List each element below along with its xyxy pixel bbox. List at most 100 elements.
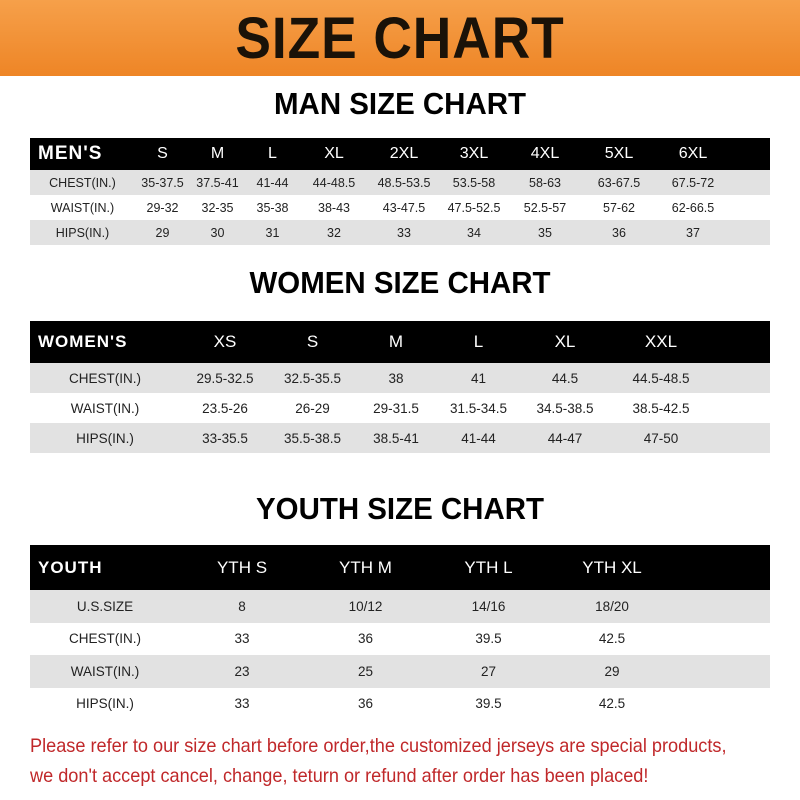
measurement-cell: 31.5-34.5 bbox=[437, 393, 520, 423]
measurement-cell: 37.5-41 bbox=[190, 170, 245, 195]
row-label: CHEST(IN.) bbox=[30, 170, 135, 195]
measurement-cell: 41-44 bbox=[437, 423, 520, 453]
measurement-cell bbox=[712, 393, 770, 423]
size-header-cell bbox=[730, 138, 770, 170]
measurement-cell bbox=[730, 220, 770, 245]
banner-title: SIZE CHART bbox=[235, 5, 565, 71]
measurement-cell: 36 bbox=[582, 220, 656, 245]
table-row: CHEST(IN.) 29.5-32.5 32.5-35.5 38 41 44.5 44.5… bbox=[30, 363, 770, 393]
row-label: HIPS(IN.) bbox=[30, 423, 180, 453]
size-header-cell: L bbox=[245, 138, 300, 170]
size-header-cell: 3XL bbox=[440, 138, 508, 170]
measurement-cell: 31 bbox=[245, 220, 300, 245]
measurement-cell: 37 bbox=[656, 220, 730, 245]
table-header-label: WOMEN'S bbox=[30, 321, 180, 363]
table-header-row: YOUTH YTH S YTH M YTH L YTH XL bbox=[30, 545, 770, 590]
measurement-cell: 8 bbox=[180, 590, 304, 623]
measurement-cell: 29 bbox=[135, 220, 190, 245]
measurement-cell: 38-43 bbox=[300, 195, 368, 220]
measurement-cell: 58-63 bbox=[508, 170, 582, 195]
measurement-cell: 33 bbox=[180, 622, 304, 655]
measurement-cell: 33-35.5 bbox=[180, 423, 270, 453]
size-header-cell: XS bbox=[180, 321, 270, 363]
measurement-cell: 32-35 bbox=[190, 195, 245, 220]
youth-section-title: YOUTH SIZE CHART bbox=[256, 491, 544, 526]
row-label: CHEST(IN.) bbox=[30, 622, 180, 655]
size-header-cell: M bbox=[190, 138, 245, 170]
youth-size-table: YOUTH YTH S YTH M YTH L YTH XL U.S.SIZE 8 10/12… bbox=[30, 545, 770, 720]
measurement-cell: 52.5-57 bbox=[508, 195, 582, 220]
measurement-cell: 39.5 bbox=[427, 622, 550, 655]
table-header-row: MEN'S S M L XL 2XL 3XL 4XL 5XL 6XL bbox=[30, 138, 770, 170]
size-header-cell: YTH M bbox=[304, 545, 427, 590]
table-row: WAIST(IN.) 23.5-26 26-29 29-31.5 31.5-34.5 34… bbox=[30, 393, 770, 423]
size-header-cell: 5XL bbox=[582, 138, 656, 170]
measurement-cell: 27 bbox=[427, 655, 550, 688]
table-header-label: MEN'S bbox=[30, 138, 135, 170]
measurement-cell bbox=[712, 423, 770, 453]
measurement-cell: 33 bbox=[368, 220, 440, 245]
measurement-cell: 32 bbox=[300, 220, 368, 245]
row-label: WAIST(IN.) bbox=[30, 393, 180, 423]
women-section-title: WOMEN SIZE CHART bbox=[249, 265, 551, 300]
measurement-cell: 23.5-26 bbox=[180, 393, 270, 423]
table-row: HIPS(IN.) 33 36 39.5 42.5 bbox=[30, 687, 770, 720]
size-header-cell: YTH XL bbox=[550, 545, 674, 590]
measurement-cell: 38 bbox=[355, 363, 437, 393]
measurement-cell bbox=[730, 170, 770, 195]
size-header-cell: S bbox=[270, 321, 355, 363]
measurement-cell: 35-38 bbox=[245, 195, 300, 220]
men-size-table: MEN'S S M L XL 2XL 3XL 4XL 5XL 6XL CHEST(IN.) 35-37… bbox=[30, 138, 770, 245]
table-row: WAIST(IN.) 23 25 27 29 bbox=[30, 655, 770, 688]
measurement-cell: 23 bbox=[180, 655, 304, 688]
measurement-cell: 44-47 bbox=[520, 423, 610, 453]
size-header-cell: 4XL bbox=[508, 138, 582, 170]
measurement-cell: 47-50 bbox=[610, 423, 712, 453]
measurement-cell: 35.5-38.5 bbox=[270, 423, 355, 453]
size-header-cell: YTH S bbox=[180, 545, 304, 590]
measurement-cell: 29-31.5 bbox=[355, 393, 437, 423]
measurement-cell: 36 bbox=[304, 622, 427, 655]
table-row: U.S.SIZE 8 10/12 14/16 18/20 bbox=[30, 590, 770, 623]
size-header-cell: XL bbox=[520, 321, 610, 363]
men-section-title: MAN SIZE CHART bbox=[274, 86, 526, 121]
measurement-cell: 41 bbox=[437, 363, 520, 393]
table-row: HIPS(IN.) 33-35.5 35.5-38.5 38.5-41 41-44 44-… bbox=[30, 423, 770, 453]
measurement-cell: 41-44 bbox=[245, 170, 300, 195]
measurement-cell: 44-48.5 bbox=[300, 170, 368, 195]
measurement-cell: 10/12 bbox=[304, 590, 427, 623]
measurement-cell bbox=[674, 622, 770, 655]
measurement-cell: 29.5-32.5 bbox=[180, 363, 270, 393]
measurement-cell: 63-67.5 bbox=[582, 170, 656, 195]
measurement-cell: 30 bbox=[190, 220, 245, 245]
row-label: WAIST(IN.) bbox=[30, 195, 135, 220]
women-size-table: WOMEN'S XS S M L XL XXL CHEST(IN.) 29.5-32.5 32.5… bbox=[30, 321, 770, 453]
row-label: HIPS(IN.) bbox=[30, 687, 180, 720]
measurement-cell: 36 bbox=[304, 687, 427, 720]
size-header-cell: XXL bbox=[610, 321, 712, 363]
measurement-cell: 42.5 bbox=[550, 687, 674, 720]
row-label: HIPS(IN.) bbox=[30, 220, 135, 245]
measurement-cell: 25 bbox=[304, 655, 427, 688]
measurement-cell: 47.5-52.5 bbox=[440, 195, 508, 220]
table-row: WAIST(IN.) 29-32 32-35 35-38 38-43 43-47.5 47.… bbox=[30, 195, 770, 220]
table-row: CHEST(IN.) 33 36 39.5 42.5 bbox=[30, 622, 770, 655]
size-header-cell: M bbox=[355, 321, 437, 363]
measurement-cell bbox=[712, 363, 770, 393]
measurement-cell bbox=[674, 687, 770, 720]
measurement-cell: 34.5-38.5 bbox=[520, 393, 610, 423]
measurement-cell: 32.5-35.5 bbox=[270, 363, 355, 393]
measurement-cell: 43-47.5 bbox=[368, 195, 440, 220]
measurement-cell: 38.5-41 bbox=[355, 423, 437, 453]
measurement-cell: 38.5-42.5 bbox=[610, 393, 712, 423]
measurement-cell: 48.5-53.5 bbox=[368, 170, 440, 195]
row-label: WAIST(IN.) bbox=[30, 655, 180, 688]
measurement-cell: 44.5-48.5 bbox=[610, 363, 712, 393]
size-header-cell: 6XL bbox=[656, 138, 730, 170]
row-label: U.S.SIZE bbox=[30, 590, 180, 623]
table-header-label: YOUTH bbox=[30, 545, 180, 590]
measurement-cell: 44.5 bbox=[520, 363, 610, 393]
measurement-cell: 35 bbox=[508, 220, 582, 245]
size-header-cell: XL bbox=[300, 138, 368, 170]
size-header-cell: S bbox=[135, 138, 190, 170]
